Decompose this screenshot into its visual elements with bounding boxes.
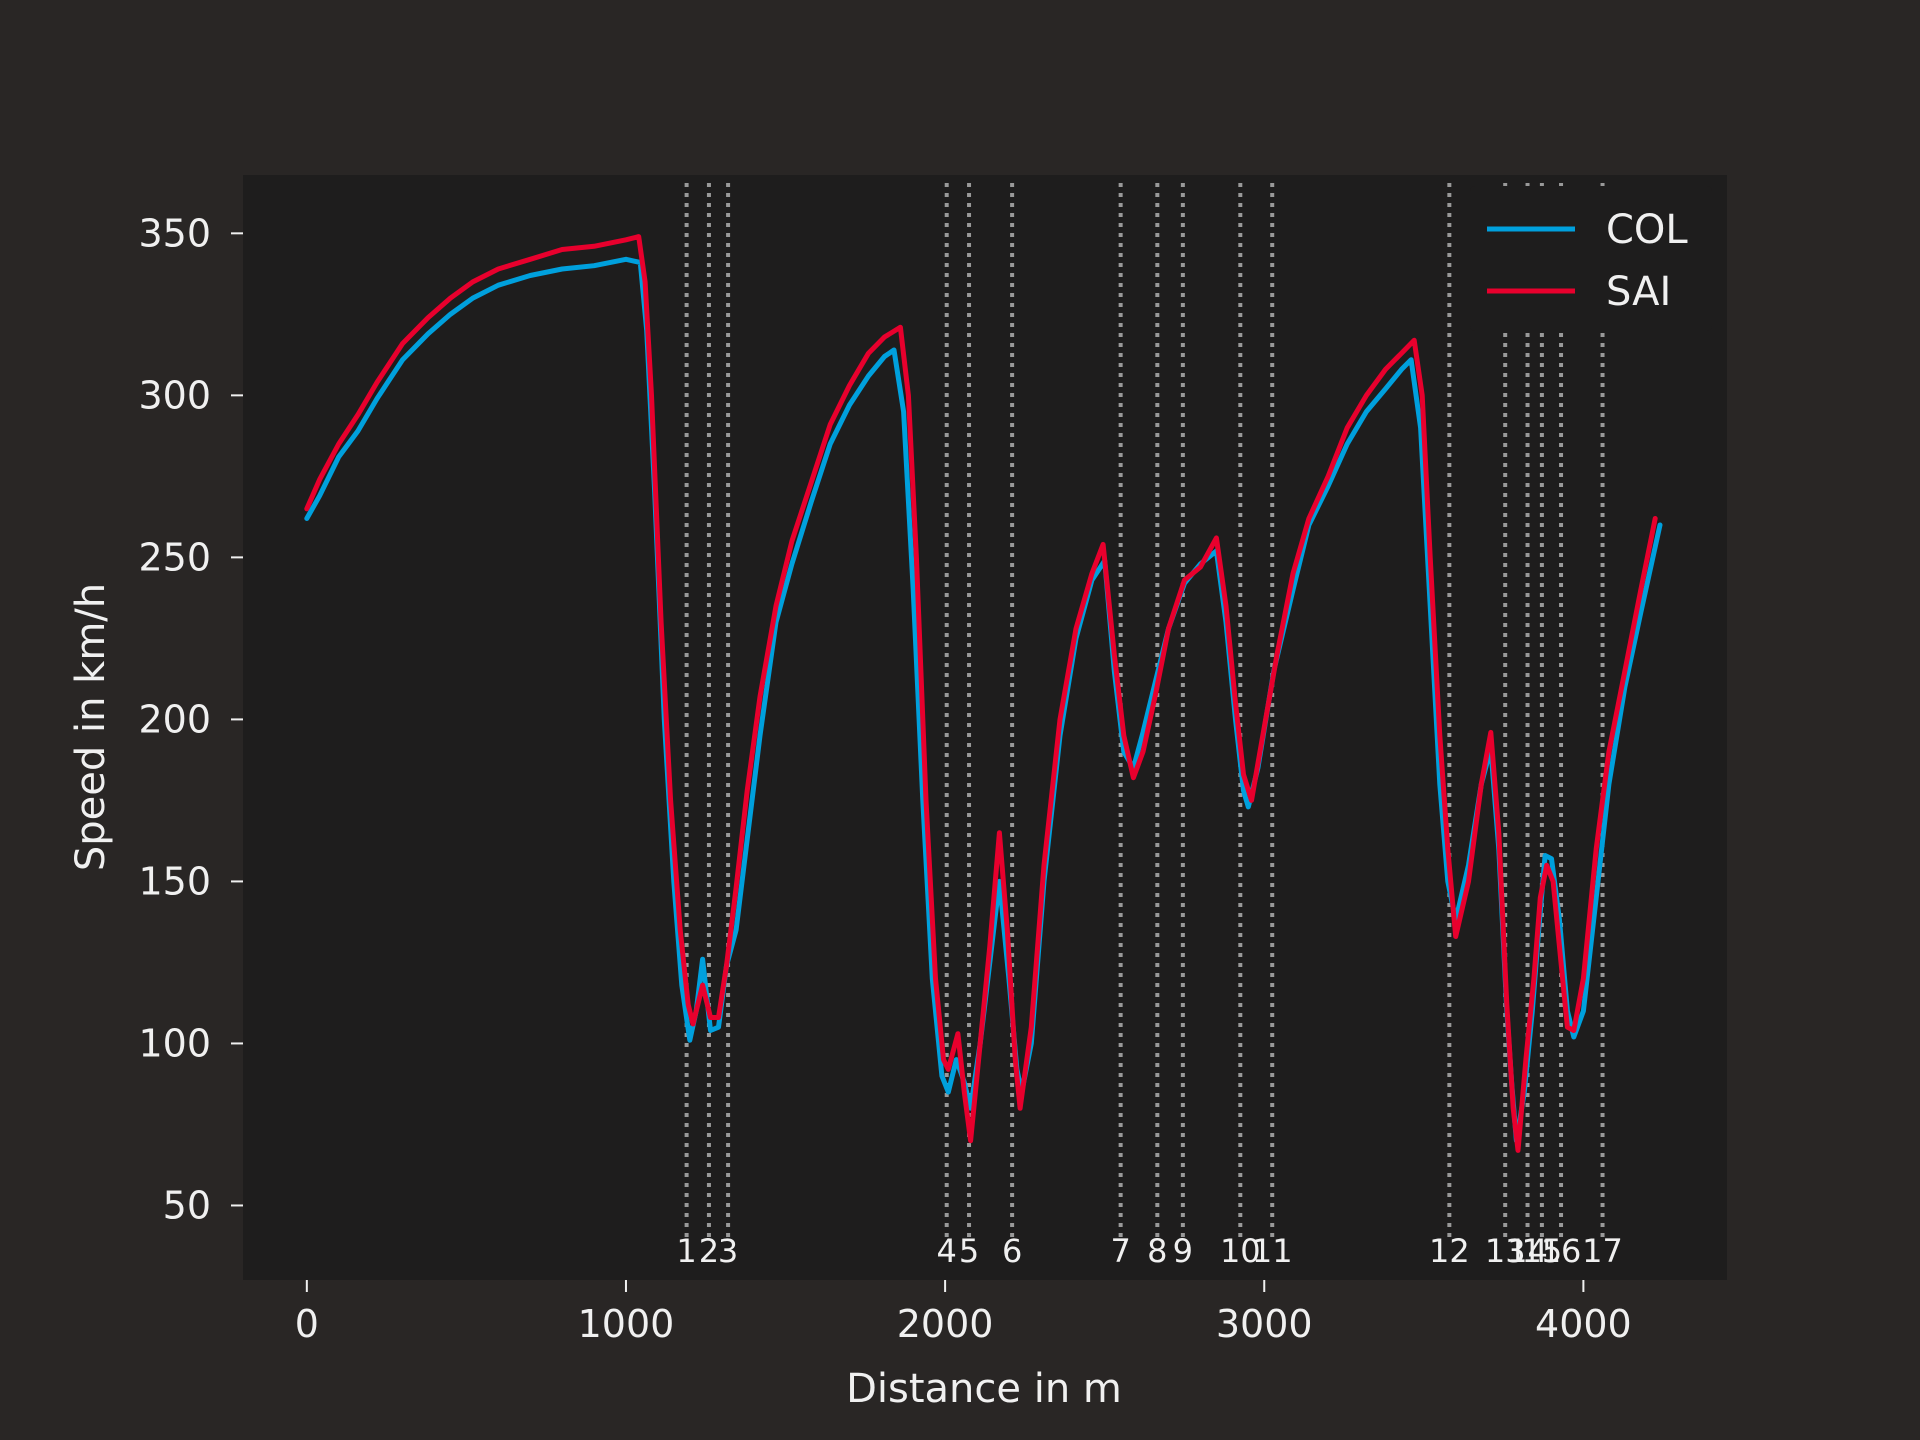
y-tick-label: 300 [138, 373, 211, 417]
corner-label-7: 7 [1110, 1232, 1130, 1270]
y-tick-label: 50 [163, 1183, 211, 1227]
corner-label-15: 15 [1522, 1232, 1563, 1270]
series-line-sai [304, 234, 1658, 1153]
x-axis-label: Distance in m [846, 1366, 1122, 1412]
y-tick-label: 250 [138, 535, 211, 579]
y-tick-label: 200 [138, 697, 211, 741]
x-tick-label: 4000 [1535, 1302, 1632, 1346]
corner-label-8: 8 [1147, 1232, 1167, 1270]
corner-label-9: 9 [1173, 1232, 1193, 1270]
corner-label-2: 2 [699, 1232, 719, 1270]
corner-label-13: 13 [1485, 1232, 1526, 1270]
corner-label-17: 17 [1582, 1232, 1623, 1270]
y-axis-label: Speed in km/h [68, 583, 114, 871]
corner-label-10: 10 [1220, 1232, 1261, 1270]
y-axis: 50 100 150 200 250 300 350 [138, 211, 243, 1227]
legend-label-sai: SAI [1606, 269, 1671, 315]
x-tick-label: 0 [295, 1302, 319, 1346]
corner-label-16: 16 [1541, 1232, 1582, 1270]
corner-label-4: 4 [937, 1232, 957, 1270]
corner-label-6: 6 [1002, 1232, 1022, 1270]
x-tick-label: 1000 [578, 1302, 675, 1346]
legend-label-col: COL [1606, 207, 1688, 253]
corner-label-5: 5 [959, 1232, 979, 1270]
corner-label-14: 14 [1507, 1232, 1548, 1270]
x-tick-label: 3000 [1216, 1302, 1313, 1346]
x-axis: 0 1000 2000 3000 4000 [295, 1280, 1632, 1346]
legend-box [1470, 186, 1712, 331]
speed-traces [304, 234, 1663, 1153]
plot-area [243, 175, 1727, 1280]
legend: COL SAI [1470, 186, 1712, 331]
corner-label-1: 1 [676, 1232, 696, 1270]
corner-label-12: 12 [1429, 1232, 1470, 1270]
y-tick-label: 350 [138, 211, 211, 255]
corner-label-11: 11 [1252, 1232, 1293, 1270]
x-tick-label: 2000 [897, 1302, 994, 1346]
corner-label-3: 3 [718, 1232, 738, 1270]
y-tick-label: 100 [138, 1021, 211, 1065]
y-tick-label: 150 [138, 859, 211, 903]
